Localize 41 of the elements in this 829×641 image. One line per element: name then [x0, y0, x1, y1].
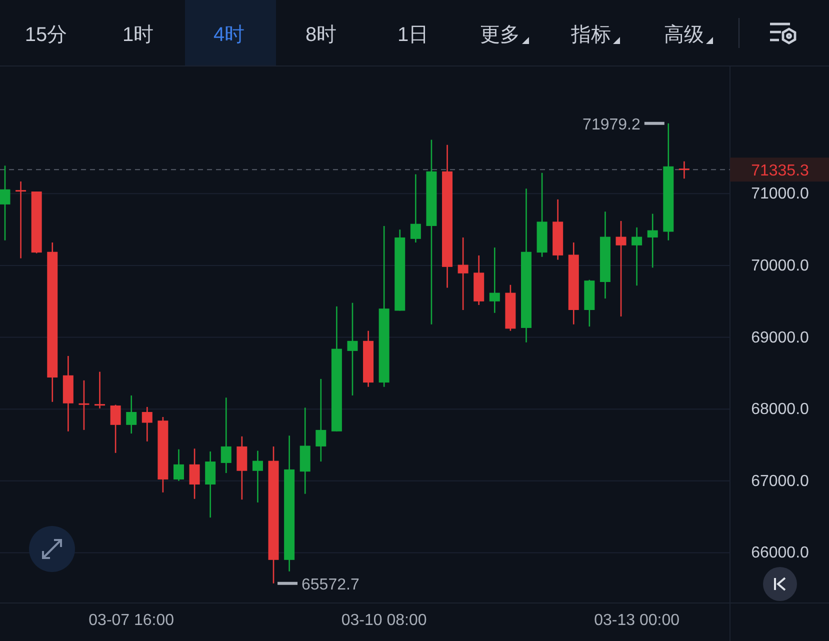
candlestick: [142, 406, 152, 442]
candlestick: [678, 160, 690, 180]
candlestick: [616, 220, 626, 318]
candlestick: [94, 371, 106, 410]
text: 1日: [397, 24, 429, 46]
candlestick: [316, 378, 326, 462]
text: 指标: [570, 24, 611, 46]
candlestick: [220, 396, 232, 474]
y-tick-label: 68000.0: [751, 401, 810, 418]
y-tick-label: 67000.0: [751, 472, 810, 490]
text: 更多: [480, 24, 520, 46]
y-tick-label: 66000.0: [751, 544, 810, 562]
candlestick: [410, 174, 421, 244]
text: 4时: [213, 24, 245, 46]
text: 高级: [664, 23, 704, 46]
candlestick: [0, 165, 10, 241]
annotation: 65572.7: [302, 576, 360, 594]
candlestick: [78, 380, 90, 431]
candlestick: [173, 448, 184, 482]
candlestick: [632, 226, 642, 286]
text: 15分: [24, 24, 68, 46]
y-tick-label: 70000.0: [751, 257, 810, 274]
candlestick: [347, 302, 358, 396]
candlestick: [189, 448, 200, 500]
text: 8时: [305, 24, 337, 46]
candlestick: [16, 180, 26, 259]
candlestick: [205, 450, 216, 518]
candlestick: [647, 213, 658, 268]
y-tick-label: 71000.0: [751, 186, 810, 203]
annotation: 71979.2: [582, 116, 640, 134]
candlestick: [126, 394, 137, 434]
candlestick: [489, 246, 500, 314]
x-tick-label: 03-07 16:00: [88, 612, 174, 629]
x-tick-label: 03-10 08:00: [341, 612, 427, 629]
x-tick-label: 03-13 00:00: [594, 612, 680, 629]
candlestick: [458, 236, 468, 311]
text: 1时: [122, 24, 154, 46]
y-tick-label: 69000.0: [751, 329, 810, 346]
ref-line-label: 71335.3: [751, 162, 810, 180]
candlestick: [252, 450, 263, 504]
candlestick: [110, 404, 121, 454]
